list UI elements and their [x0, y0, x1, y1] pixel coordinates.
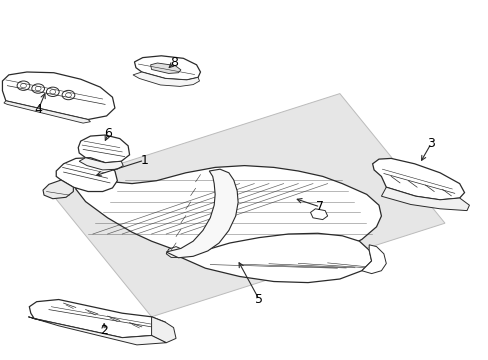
- Polygon shape: [151, 317, 176, 343]
- Polygon shape: [28, 317, 166, 345]
- Polygon shape: [79, 158, 123, 170]
- Polygon shape: [381, 187, 468, 211]
- Polygon shape: [150, 63, 181, 73]
- Polygon shape: [4, 101, 90, 123]
- Text: 6: 6: [104, 127, 112, 140]
- Polygon shape: [29, 300, 166, 338]
- Text: 5: 5: [255, 293, 263, 306]
- Polygon shape: [181, 233, 371, 283]
- Polygon shape: [133, 72, 199, 86]
- Polygon shape: [56, 158, 117, 192]
- Polygon shape: [46, 94, 444, 317]
- Polygon shape: [310, 209, 327, 220]
- Polygon shape: [2, 72, 115, 120]
- Text: 1: 1: [140, 154, 148, 167]
- Polygon shape: [166, 247, 188, 257]
- Polygon shape: [76, 166, 381, 264]
- Text: 2: 2: [100, 324, 108, 337]
- Polygon shape: [361, 245, 386, 274]
- Text: 8: 8: [170, 57, 178, 69]
- Polygon shape: [78, 135, 129, 163]
- Text: 7: 7: [316, 201, 324, 213]
- Polygon shape: [43, 180, 73, 199]
- Polygon shape: [76, 176, 83, 189]
- Text: 3: 3: [427, 137, 434, 150]
- Polygon shape: [166, 169, 238, 258]
- Text: 4: 4: [34, 103, 42, 116]
- Polygon shape: [134, 56, 200, 80]
- Polygon shape: [372, 158, 464, 200]
